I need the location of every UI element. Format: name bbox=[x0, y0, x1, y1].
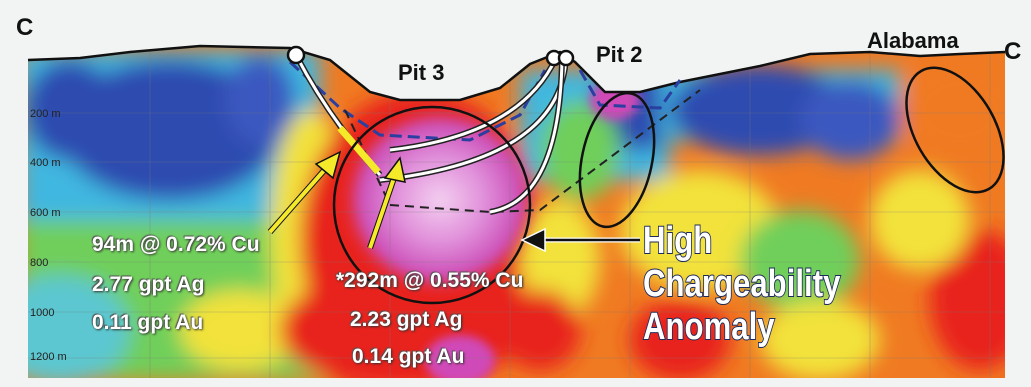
anomaly-pointer-arrow bbox=[520, 227, 640, 253]
intercept-arrows bbox=[267, 150, 406, 249]
anomaly-title-line3: Anomaly bbox=[642, 305, 775, 349]
fault-line bbox=[389, 89, 701, 214]
hole1-gold-grade: 0.11 gpt Au bbox=[92, 311, 204, 334]
hole2-silver-grade: 2.23 gpt Ag bbox=[350, 308, 463, 331]
depth-label: 400 m bbox=[30, 157, 61, 169]
pit3-label: Pit 3 bbox=[398, 60, 445, 85]
terrain-profile bbox=[27, 44, 1006, 102]
pit2-target-ellipse bbox=[578, 91, 656, 229]
depth-label: 200 m bbox=[30, 108, 61, 120]
anomaly-title-line2: Chargeability bbox=[642, 262, 841, 306]
section-left-label: C bbox=[16, 14, 34, 41]
pit3-outline bbox=[288, 60, 547, 142]
depth-label: 800 bbox=[30, 257, 49, 269]
colored-anomaly-field bbox=[28, 46, 1005, 378]
depth-label: 600 m bbox=[30, 207, 61, 219]
alabama-label: Alabama bbox=[867, 28, 959, 53]
section-right-label: C bbox=[1004, 38, 1022, 65]
hole2-copper-intercept: *292m @ 0.55% Cu bbox=[336, 269, 524, 292]
depth-label: 1200 m bbox=[30, 351, 67, 363]
hole1-silver-grade: 2.77 gpt Ag bbox=[92, 273, 205, 296]
depth-label: 1000 bbox=[30, 307, 55, 319]
anomaly-title-line1: High bbox=[642, 219, 713, 263]
grid-lines bbox=[28, 50, 1005, 378]
hole2-gold-grade: 0.14 gpt Au bbox=[352, 345, 465, 368]
pit2-label: Pit 2 bbox=[596, 42, 643, 67]
alabama-target-ellipse bbox=[905, 66, 1005, 194]
hole1-copper-intercept: 94m @ 0.72% Cu bbox=[92, 233, 260, 256]
drill-holes bbox=[286, 45, 575, 215]
collar-icon bbox=[286, 45, 306, 65]
pit2-outline bbox=[578, 69, 682, 110]
anomaly-circle bbox=[332, 105, 532, 305]
